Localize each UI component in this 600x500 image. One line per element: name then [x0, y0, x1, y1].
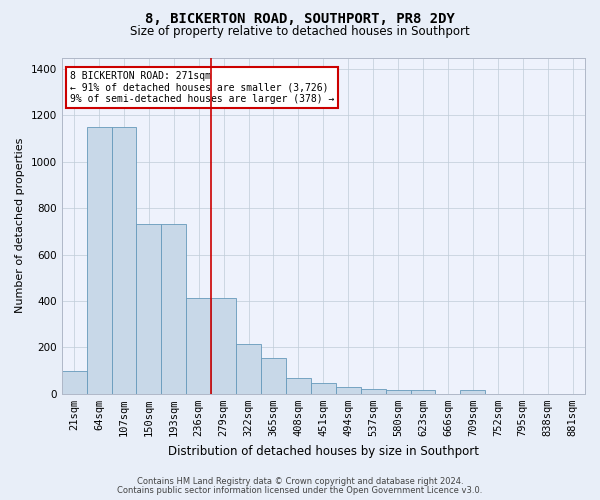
Bar — [112, 127, 136, 394]
Text: Contains HM Land Registry data © Crown copyright and database right 2024.: Contains HM Land Registry data © Crown c… — [137, 477, 463, 486]
Bar — [286, 378, 311, 394]
Bar — [311, 384, 336, 394]
Bar — [186, 298, 211, 394]
Text: 8 BICKERTON ROAD: 271sqm
← 91% of detached houses are smaller (3,726)
9% of semi: 8 BICKERTON ROAD: 271sqm ← 91% of detach… — [70, 71, 334, 104]
Bar — [236, 344, 261, 394]
Text: Size of property relative to detached houses in Southport: Size of property relative to detached ho… — [130, 25, 470, 38]
Bar — [86, 127, 112, 394]
Bar — [460, 390, 485, 394]
Bar — [386, 390, 410, 394]
Bar — [261, 358, 286, 394]
Bar — [336, 387, 361, 394]
Text: Contains public sector information licensed under the Open Government Licence v3: Contains public sector information licen… — [118, 486, 482, 495]
X-axis label: Distribution of detached houses by size in Southport: Distribution of detached houses by size … — [168, 444, 479, 458]
Y-axis label: Number of detached properties: Number of detached properties — [15, 138, 25, 314]
Bar — [136, 224, 161, 394]
Bar — [211, 298, 236, 394]
Text: 8, BICKERTON ROAD, SOUTHPORT, PR8 2DY: 8, BICKERTON ROAD, SOUTHPORT, PR8 2DY — [145, 12, 455, 26]
Bar — [62, 370, 86, 394]
Bar — [361, 389, 386, 394]
Bar — [410, 390, 436, 394]
Bar — [161, 224, 186, 394]
